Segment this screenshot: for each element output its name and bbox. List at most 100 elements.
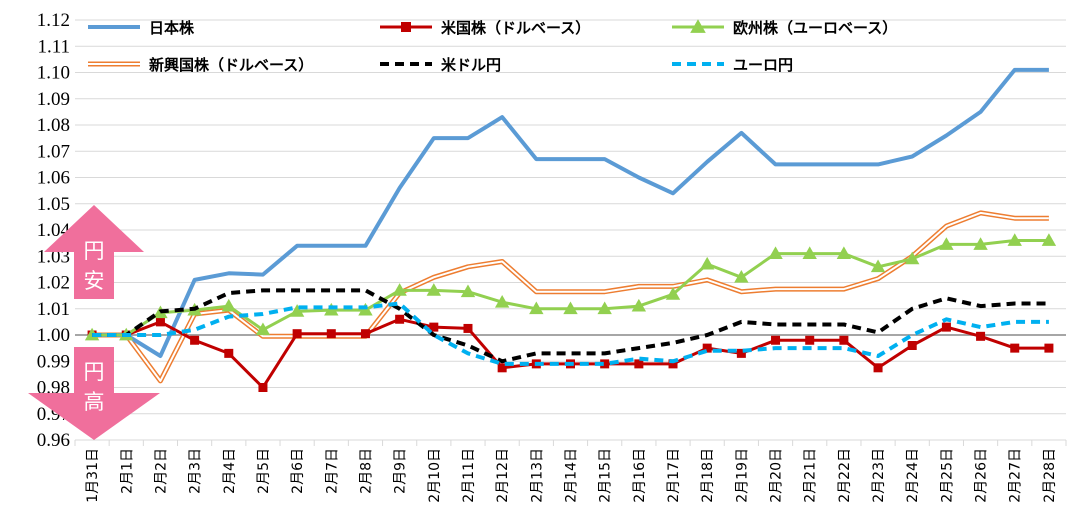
y-tick-label: 1.06 — [37, 168, 70, 189]
arrow-up-label-1: 円 — [84, 239, 105, 263]
x-axis: 1月31日 2月1日 2月2日 2月3日 2月4日 2月5日 2月6日 2月7日 2月8日 2月9… — [74, 439, 1067, 503]
data-point — [976, 331, 986, 341]
x-tick-label: 2月28日 — [1042, 448, 1058, 503]
data-point — [736, 348, 746, 358]
data-point — [805, 335, 815, 345]
arrow-up-shape — [44, 205, 144, 299]
x-tick-label: 2月8日 — [358, 448, 374, 494]
legend-label: 米ドル円 — [441, 56, 501, 74]
legend-label: 新興国株（ドルベース） — [149, 56, 313, 74]
x-tick-label: 2月17日 — [666, 448, 682, 503]
x-tick-label: 2月11日 — [461, 448, 477, 503]
data-point — [460, 284, 476, 298]
data-point — [905, 251, 920, 265]
data-point — [668, 359, 678, 369]
y-tick-label: 1.01 — [37, 299, 70, 320]
series-line-japan-stocks — [92, 67, 1049, 358]
series-eur-jpy — [92, 301, 1049, 366]
data-point — [597, 301, 612, 315]
data-point — [529, 301, 544, 315]
y-tick-label: 1.12 — [37, 10, 70, 31]
data-point — [326, 329, 336, 339]
arrow-up-label-2: 安 — [84, 269, 105, 293]
data-point — [665, 287, 681, 300]
data-point — [771, 335, 781, 345]
data-point — [702, 343, 712, 353]
data-point — [392, 283, 407, 296]
x-tick-label: 1月31日 — [85, 448, 101, 503]
legend-label: ユーロ円 — [733, 56, 793, 74]
data-point — [873, 363, 883, 373]
legend-label: 日本株 — [149, 19, 195, 37]
series-usd-jpy — [92, 288, 1049, 364]
arrow-down-label-1: 円 — [84, 360, 105, 384]
data-point — [426, 283, 442, 296]
y-tick-label: 1.02 — [37, 273, 70, 294]
data-point — [836, 246, 852, 260]
x-tick-label: 2月14日 — [564, 448, 580, 503]
series-line-emerging-stocks-usd — [92, 210, 1049, 384]
data-point — [494, 294, 510, 308]
series-line-usd-jpy — [92, 288, 1049, 364]
data-point — [224, 348, 234, 358]
x-tick-label: 2月5日 — [256, 448, 272, 494]
x-tick-label: 2月1日 — [119, 448, 135, 494]
y-tick-label: 1.09 — [37, 89, 70, 110]
data-point — [690, 19, 706, 33]
data-point — [631, 298, 647, 312]
data-point — [768, 246, 783, 260]
x-tick-label: 2月27日 — [1008, 448, 1024, 503]
data-point — [395, 314, 405, 324]
x-tick-label: 2月9日 — [393, 448, 409, 494]
x-tick-label: 2月2日 — [153, 448, 169, 494]
legend-item-japan-stocks: 日本株 — [88, 19, 195, 37]
x-tick-label: 2月16日 — [632, 448, 648, 503]
arrow-down-shape — [28, 347, 160, 440]
data-point — [563, 301, 578, 315]
yen-strong-arrow: 円高 — [28, 347, 160, 440]
data-point — [699, 256, 715, 270]
series-japan-stocks — [92, 67, 1049, 358]
y-tick-label: 1.11 — [37, 36, 70, 57]
x-tick-label: 2月22日 — [837, 448, 853, 503]
data-point — [1007, 233, 1022, 246]
data-point — [255, 322, 271, 336]
data-point — [221, 298, 236, 312]
legend-item-usd-jpy: 米ドル円 — [380, 56, 501, 74]
y-tick-label: 1.08 — [37, 115, 70, 136]
data-point — [401, 22, 411, 32]
x-tick-label: 2月3日 — [188, 448, 204, 494]
x-tick-label: 2月18日 — [700, 448, 716, 503]
data-point — [734, 270, 749, 283]
data-point — [360, 329, 370, 339]
data-point — [463, 323, 473, 333]
data-point — [497, 363, 507, 373]
data-point — [939, 237, 954, 250]
x-tick-label: 2月10日 — [427, 448, 443, 503]
data-point — [155, 317, 165, 327]
y-tick-label: 0.99 — [37, 351, 70, 372]
data-point — [84, 327, 100, 341]
arrow-down-label-2: 高 — [84, 390, 105, 414]
legend-item-eur-jpy: ユーロ円 — [672, 56, 793, 74]
legend-item-us-stocks-usd: 米国株（ドルベース） — [380, 19, 590, 37]
series-line-us-stocks-usd — [92, 317, 1049, 389]
data-point — [973, 237, 988, 250]
x-tick-label: 2月15日 — [598, 448, 614, 503]
x-tick-label: 2月4日 — [222, 448, 238, 494]
y-tick-label: 1.05 — [37, 194, 70, 215]
data-point — [292, 329, 302, 339]
x-tick-label: 2月6日 — [290, 448, 306, 494]
data-point — [802, 246, 817, 260]
x-tick-label: 2月25日 — [939, 448, 955, 503]
series-line-eur-jpy — [92, 301, 1049, 366]
x-tick-label: 2月12日 — [495, 448, 511, 503]
legend-item-emerging-stocks-usd: 新興国株（ドルベース） — [88, 56, 313, 74]
x-tick-label: 2月19日 — [734, 448, 750, 503]
legend-label: 欧州株（ユーロベース） — [733, 19, 897, 37]
data-point — [289, 304, 305, 317]
data-point — [941, 322, 951, 332]
data-point — [870, 259, 886, 273]
